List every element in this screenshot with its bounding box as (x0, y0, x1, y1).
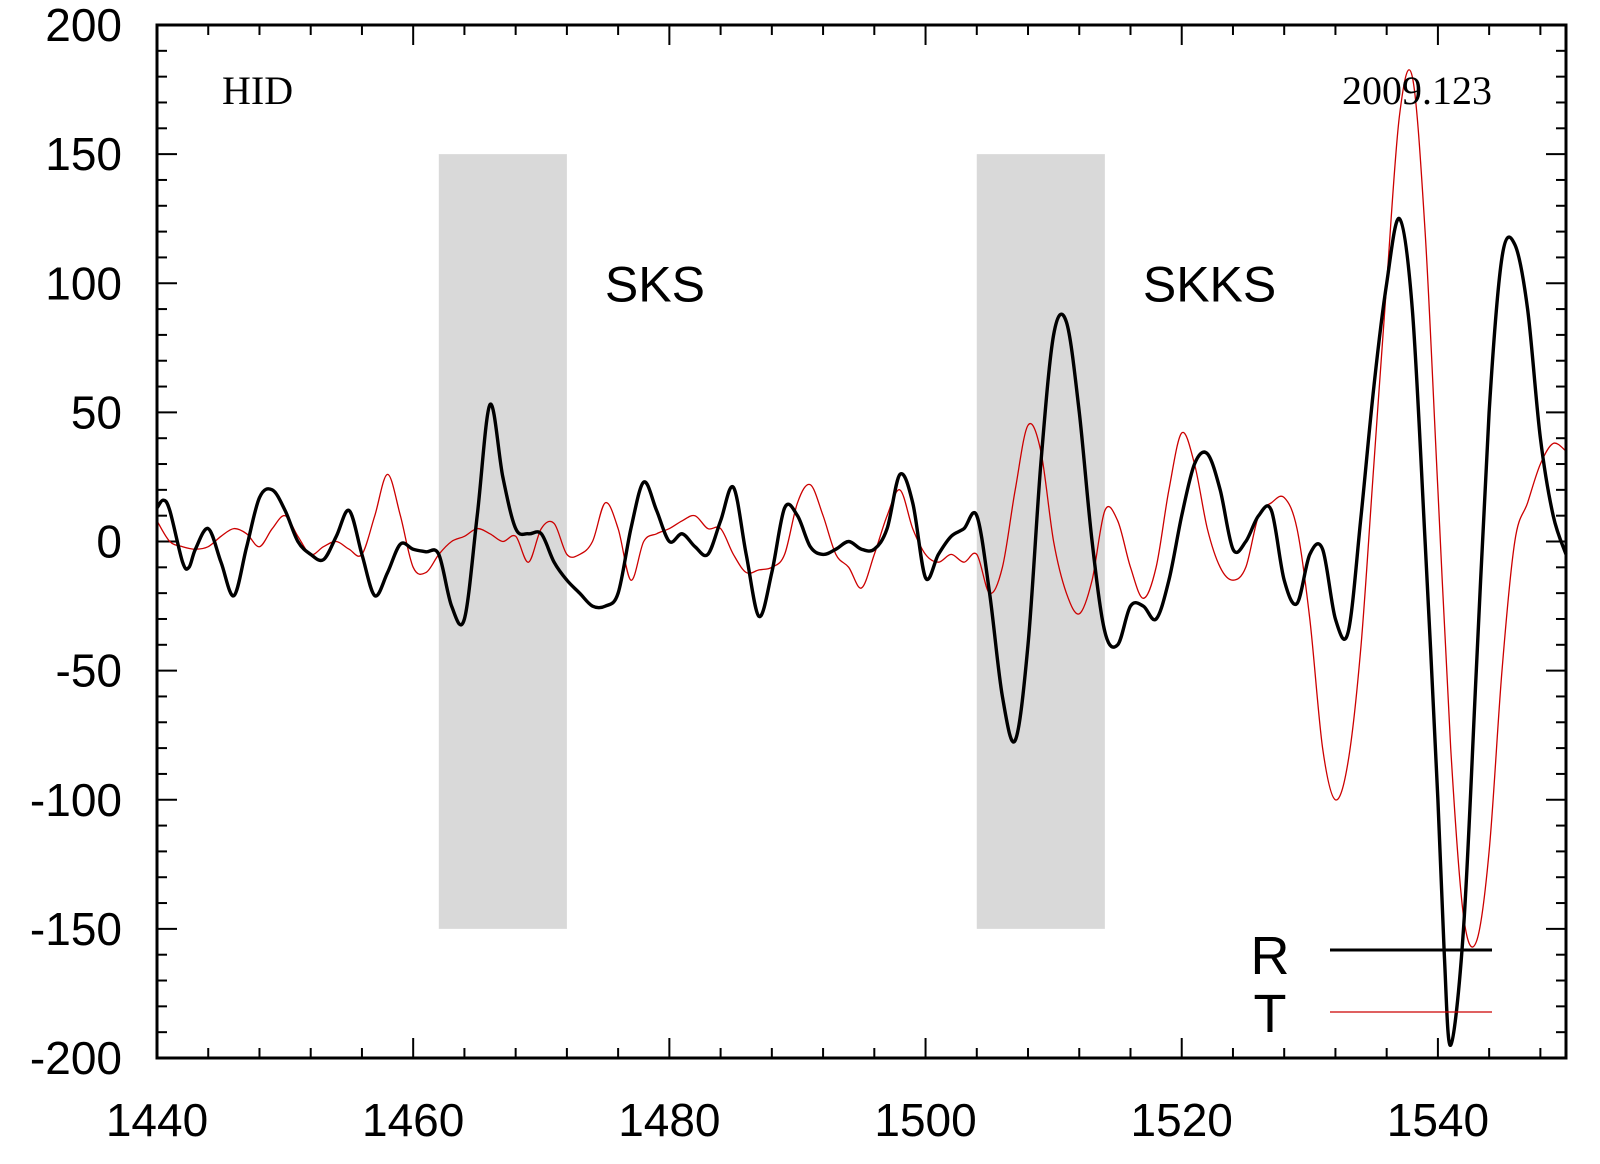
station-label: HID (222, 68, 293, 113)
y-tick-label: -50 (56, 645, 122, 697)
y-tick-label: 0 (96, 516, 122, 568)
window-label-sks: SKS (605, 256, 705, 312)
y-tick-label: -150 (30, 903, 122, 955)
series-line-r (155, 216, 1568, 1047)
x-tick-label: 1520 (1131, 1094, 1233, 1146)
window-skks (976, 154, 1105, 929)
axis-ticks: 1440 1460 1480 1500 1520 1540 200 150 100 50 0 -50 -… (30, 0, 1566, 1146)
series-layer (155, 69, 1568, 1047)
y-tick-label: 200 (45, 0, 122, 51)
y-tick-label: -200 (30, 1032, 122, 1084)
x-tick-label: 1440 (106, 1094, 208, 1146)
legend: R T (1251, 926, 1492, 1044)
x-tick-label: 1540 (1387, 1094, 1489, 1146)
x-tick-label: 1460 (362, 1094, 464, 1146)
window-label-skks: SKKS (1143, 256, 1276, 312)
legend-label-r: R (1251, 926, 1290, 986)
series-line-t (156, 69, 1567, 948)
y-tick-label: -100 (30, 774, 122, 826)
x-tick-label: 1500 (874, 1094, 976, 1146)
x-tick-label: 1480 (618, 1094, 720, 1146)
y-tick-label: 50 (71, 386, 122, 438)
y-tick-label: 100 (45, 257, 122, 309)
plot-frame (155, 23, 1568, 1060)
y-tick-label: 150 (45, 128, 122, 180)
event-label: 2009.123 (1342, 68, 1492, 113)
legend-label-t: T (1254, 984, 1287, 1044)
